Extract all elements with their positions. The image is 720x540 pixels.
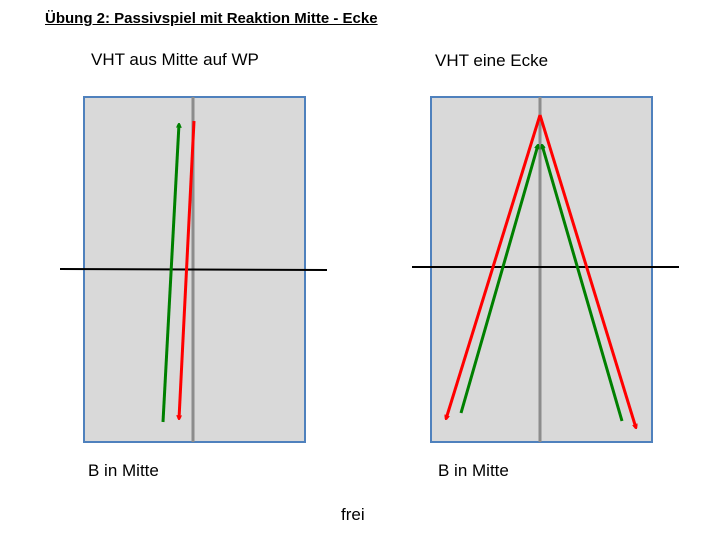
left-red-arrow	[179, 120, 196, 419]
right-red-arrow-left	[446, 114, 542, 419]
right-table	[412, 96, 679, 443]
left-panel-heading: VHT aus Mitte auf WP	[91, 50, 259, 69]
right-panel-footer: B in Mitte	[438, 461, 509, 480]
right-panel-heading: VHT eine Ecke	[435, 51, 549, 70]
right-green-arrow-right	[542, 145, 624, 422]
left-green-arrow	[161, 124, 179, 423]
bottom-label: frei	[341, 505, 365, 524]
left-panel-footer: B in Mitte	[88, 461, 159, 480]
right-green-arrow-left	[459, 145, 538, 414]
exercise-title: Übung 2: Passivspiel mit Reaktion Mitte …	[45, 10, 378, 27]
left-table-net	[59, 268, 328, 271]
left-table	[59, 96, 328, 443]
right-red-arrow-right	[538, 114, 636, 428]
